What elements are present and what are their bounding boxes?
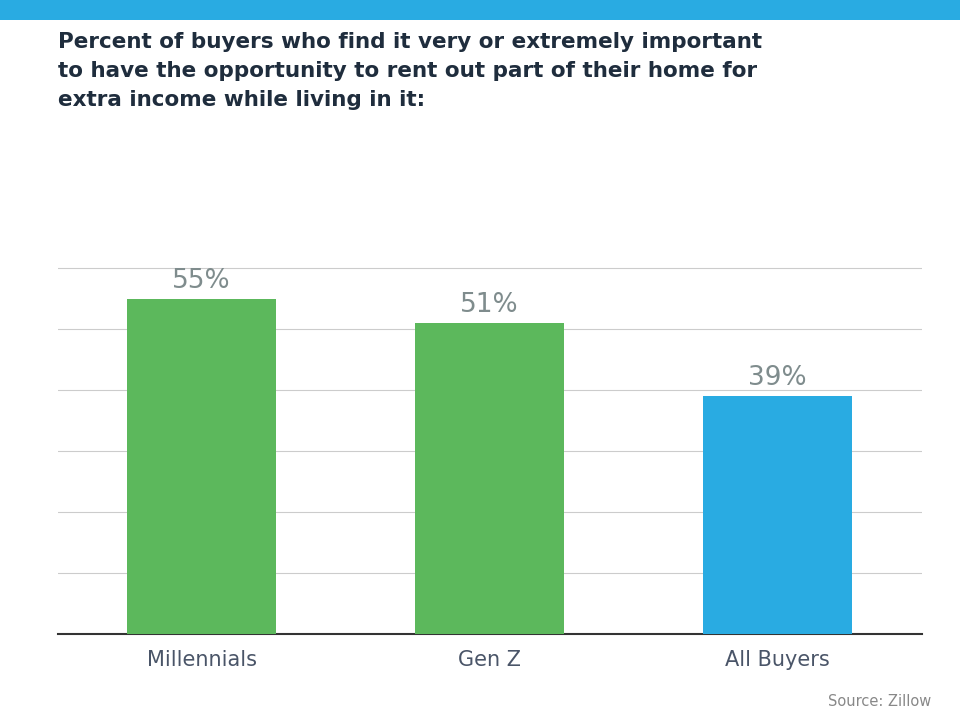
Text: Percent of buyers who find it very or extremely important
to have the opportunit: Percent of buyers who find it very or ex… [58,32,761,110]
Bar [127,299,276,634]
Text: 39%: 39% [748,365,807,391]
Text: 51%: 51% [460,292,519,318]
Text: 55%: 55% [172,268,231,294]
Text: Source: Zillow: Source: Zillow [828,694,931,709]
Bar [415,323,564,634]
Bar [703,396,852,634]
